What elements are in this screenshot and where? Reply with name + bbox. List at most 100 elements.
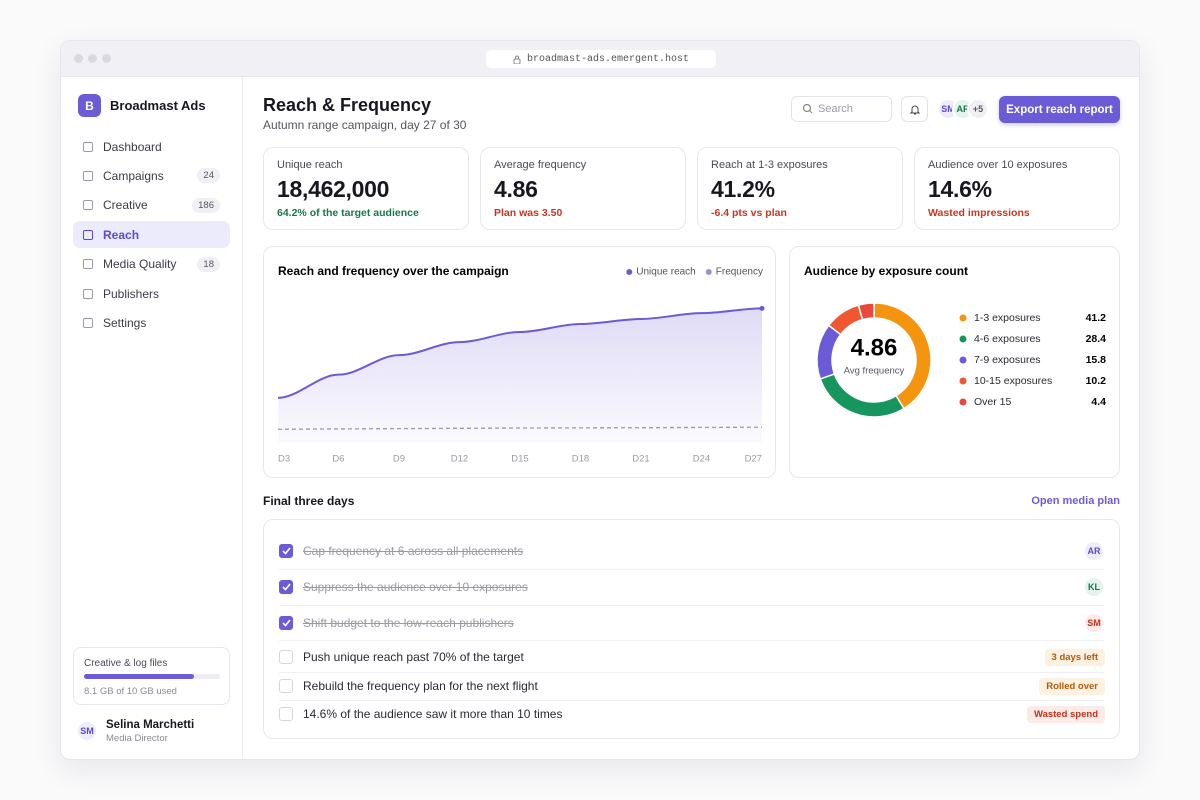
legend-label: 4-6 exposures: [974, 333, 1041, 345]
legend-label: 10-15 exposures: [974, 375, 1052, 387]
nav-count: 18: [197, 256, 220, 272]
nav-label: Settings: [103, 315, 147, 330]
nav-label: Dashboard: [103, 139, 162, 154]
nav-item[interactable]: Reach: [73, 221, 230, 249]
user-avatar: SM: [76, 720, 98, 742]
legend-swatch: [959, 398, 967, 406]
nav-icon: [83, 141, 93, 152]
nav-count: 24: [197, 168, 220, 184]
value-label: 28.4: [1086, 333, 1107, 345]
task-checkbox[interactable]: [279, 707, 293, 721]
browser-window: broadmast-ads.emergent.host B Broadmast …: [60, 40, 1140, 760]
nav-label: Reach: [103, 227, 140, 242]
nav-item[interactable]: Campaigns 24: [73, 162, 230, 189]
kpi-card: Average frequency 4.86 Plan was 3.50: [480, 147, 686, 230]
search-box[interactable]: Search: [791, 96, 892, 122]
row-divider: [279, 700, 1104, 701]
task-tag: Wasted spend: [1026, 705, 1105, 723]
kpi-note: Plan was 3.50: [494, 207, 563, 219]
nav-icon: [83, 288, 93, 299]
nav-item[interactable]: Media Quality 18: [73, 251, 230, 278]
value-label: 15.8: [1086, 354, 1107, 366]
task-checkbox[interactable]: [279, 679, 293, 693]
task-text: Shift budget to the low-reach publishers: [303, 616, 514, 630]
chart-title: Audience by exposure count: [804, 264, 968, 278]
kpi-value: 14.6%: [928, 176, 992, 202]
kpi-card: Reach at 1-3 exposures 41.2% -6.4 pts vs p…: [697, 147, 903, 230]
notifications-button[interactable]: [901, 96, 928, 122]
chart-card: Reach and frequency over the campaign Fre…: [263, 246, 776, 478]
value-label: 41.2: [1086, 312, 1107, 324]
search-icon: [802, 103, 813, 114]
task-checkbox[interactable]: [279, 544, 293, 558]
bell-icon: [909, 105, 920, 114]
nav-icon: [83, 317, 93, 328]
nav-icon: [83, 170, 93, 181]
x-tick-label: D6: [332, 454, 344, 465]
brand: Broadmast Ads: [110, 98, 206, 113]
task-assignee: SM: [1083, 612, 1105, 634]
task-row: 14.6% of the audience saw it more than 1…: [264, 701, 1120, 727]
kpi-label: Average frequency: [494, 159, 587, 171]
nav-label: Campaigns: [103, 168, 164, 183]
nav-label: Creative: [103, 198, 148, 213]
kpi-card: Audience over 10 exposures 14.6% Wasted im…: [914, 147, 1120, 230]
task-checkbox[interactable]: [279, 650, 293, 664]
legend-swatch: [705, 269, 712, 275]
kpi-note: 64.2% of the target audience: [277, 207, 419, 219]
task-text: 14.6% of the audience saw it more than 1…: [303, 707, 563, 721]
export-button[interactable]: Export reach report: [999, 96, 1120, 123]
chart-title: Reach and frequency over the campaign: [278, 264, 509, 278]
x-tick-label: D3: [278, 454, 290, 465]
legend-swatch: [959, 314, 967, 322]
x-tick-label: D21: [632, 454, 649, 465]
kpi-value: 41.2%: [711, 176, 775, 202]
window-dot: [88, 54, 97, 63]
logo: B: [78, 94, 101, 117]
donut-slice: [857, 302, 875, 321]
donut-chart: Audience by exposure count 1-3 exposures 4…: [804, 264, 1107, 418]
row-divider: [279, 671, 1104, 673]
kpi-value: 18,462,000: [277, 176, 390, 202]
nav-label: Media Quality: [103, 257, 177, 272]
task-checkbox[interactable]: [279, 580, 293, 594]
donut-card: Audience by exposure count 1-3 exposures 4…: [789, 246, 1120, 478]
x-tick-label: D27: [745, 454, 762, 465]
kpi-label: Unique reach: [277, 159, 343, 171]
task-tag: 3 days left: [1044, 648, 1105, 666]
x-tick-label: D18: [572, 454, 589, 465]
nav-item[interactable]: Settings: [73, 309, 230, 336]
nav-item[interactable]: Publishers: [73, 280, 230, 307]
storage-label: 8.1 GB of 10 GB used: [84, 686, 177, 697]
task-row: Shift budget to the low-reach publishers…: [264, 610, 1120, 636]
storage-track: [84, 674, 220, 679]
storage-card: Creative & log files 8.1 GB of 10 GB use…: [73, 647, 230, 705]
kpi-note: -6.4 pts vs plan: [711, 207, 787, 219]
search-placeholder: Search: [818, 103, 853, 115]
nav-item[interactable]: Dashboard: [73, 133, 230, 160]
tasks-title: Final three days: [263, 494, 355, 508]
nav-item[interactable]: Creative 186: [73, 192, 230, 219]
window-dot: [102, 54, 111, 63]
legend-swatch: [959, 335, 967, 343]
task-text: Suppress the audience over 10 exposures: [303, 580, 528, 594]
url-field[interactable]: broadmast-ads.emergent.host: [486, 50, 716, 68]
nav-count: 186: [192, 197, 220, 213]
legend-label: 1-3 exposures: [974, 312, 1041, 324]
user-name: Selina Marchetti: [106, 719, 195, 731]
nav-label: Publishers: [103, 286, 160, 301]
area-fill: [278, 308, 762, 442]
browser-bar: broadmast-ads.emergent.host: [61, 41, 1139, 77]
media-plan-link[interactable]: Open media plan: [1031, 495, 1120, 507]
task-text: Cap frequency at 6 across all placements: [303, 544, 524, 558]
nav-icon: [83, 229, 93, 240]
task-row: Cap frequency at 6 across all placements…: [264, 538, 1120, 564]
row-divider: [279, 640, 1104, 641]
x-tick-label: D12: [451, 454, 468, 465]
task-checkbox[interactable]: [279, 616, 293, 630]
page-title: Reach & Frequency: [263, 95, 432, 115]
kpi-note: Wasted impressions: [928, 207, 1030, 219]
check-icon: [281, 619, 291, 627]
